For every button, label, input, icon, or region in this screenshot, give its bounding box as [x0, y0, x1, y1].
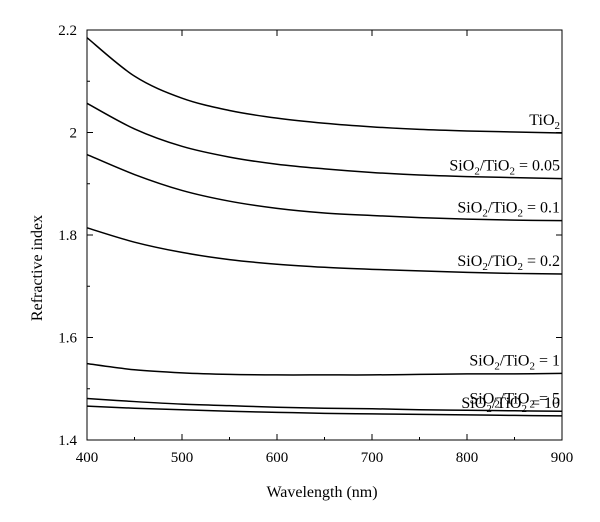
- label-text: = 1: [535, 352, 560, 369]
- y-tick-label: 1.6: [58, 331, 77, 347]
- label-text: = 10: [527, 395, 560, 412]
- label-text: = 5: [535, 390, 560, 407]
- series-line-5: [86, 397, 563, 413]
- x-tick-label: 500: [171, 450, 194, 466]
- label-text: SiO: [449, 158, 474, 175]
- label-text: /TiO: [500, 352, 530, 369]
- chart-series: [86, 37, 563, 417]
- series-line-4: [86, 362, 563, 376]
- series-label-0: TiO2: [529, 112, 560, 132]
- x-tick-label: 800: [456, 450, 479, 466]
- label-text: = 0.1: [523, 200, 560, 217]
- subscript: 2: [517, 208, 523, 220]
- series-label-3: SiO2/TiO2 = 0.2: [457, 253, 560, 273]
- subscript: 2: [521, 403, 527, 415]
- label-text: SiO: [457, 200, 482, 217]
- series-label-5: SiO2/TiO2 = 5: [469, 390, 560, 410]
- series-line-2: [86, 153, 563, 222]
- subscript: 2: [486, 403, 492, 415]
- y-tick-label: 2.2: [58, 23, 77, 39]
- label-text: SiO: [469, 352, 494, 369]
- label-text: /TiO: [492, 395, 522, 412]
- label-text: SiO: [461, 395, 486, 412]
- x-axis-title: Wavelength (nm): [266, 484, 377, 501]
- subscript: 2: [494, 398, 500, 410]
- subscript: 2: [529, 360, 535, 372]
- subscript: 2: [529, 398, 535, 410]
- x-tick-label: 600: [266, 450, 289, 466]
- series-label-1: SiO2/TiO2 = 0.05: [449, 158, 560, 178]
- subscript: 2: [482, 261, 488, 273]
- label-text: SiO: [469, 390, 494, 407]
- label-text: = 0.2: [523, 253, 560, 270]
- label-text: /TiO: [488, 200, 518, 217]
- x-tick-label: 900: [551, 450, 574, 466]
- series-label-2: SiO2/TiO2 = 0.1: [457, 200, 560, 220]
- series-label-4: SiO2/TiO2 = 1: [469, 352, 560, 372]
- x-tick-label: 400: [76, 450, 99, 466]
- subscript: 2: [474, 166, 480, 178]
- label-text: /TiO: [500, 390, 530, 407]
- series-line-3: [86, 227, 563, 275]
- y-axis-ticks: 1.4 1.6 1.8 2 2.2: [58, 23, 562, 449]
- y-axis-title: Refractive index: [29, 215, 46, 321]
- subscript: 2: [494, 360, 500, 372]
- series-line-1: [86, 102, 563, 180]
- label-text: SiO: [457, 253, 482, 270]
- x-tick-label: 700: [361, 450, 384, 466]
- plot-frame: [86, 29, 563, 441]
- y-tick-label: 2: [70, 126, 78, 142]
- x-axis-ticks: 400 500 600 700 800 900: [76, 30, 574, 466]
- label-text: /TiO: [488, 253, 518, 270]
- series-line-0: [86, 37, 563, 134]
- label-text: /TiO: [480, 158, 510, 175]
- series-line-6: [86, 405, 563, 417]
- label-text: = 0.05: [515, 158, 560, 175]
- series-label-6: SiO2/TiO2 = 10: [461, 395, 560, 415]
- subscript: 2: [555, 120, 561, 132]
- y-tick-label: 1.8: [58, 228, 77, 244]
- chart-axes: [86, 29, 563, 441]
- subscript: 2: [482, 208, 488, 220]
- y-tick-label: 1.4: [58, 433, 77, 449]
- label-text: TiO: [529, 112, 554, 129]
- subscript: 2: [517, 261, 523, 273]
- subscript: 2: [509, 166, 515, 178]
